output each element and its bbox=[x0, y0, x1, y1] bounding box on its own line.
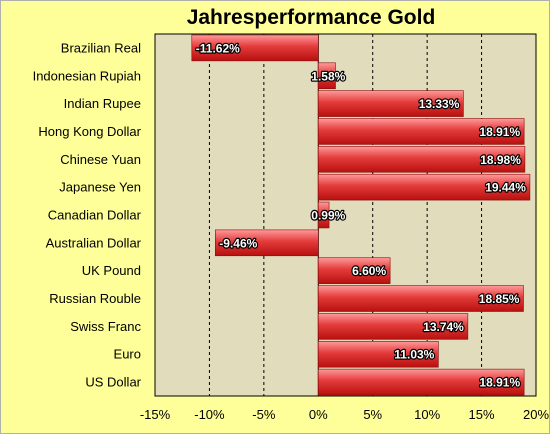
category-label: Indonesian Rupiah bbox=[33, 68, 141, 83]
bar bbox=[317, 118, 525, 145]
data-label-text: 18.85% bbox=[479, 292, 520, 306]
category-label: Euro bbox=[114, 347, 141, 362]
x-tick-label: 20% bbox=[523, 407, 549, 422]
data-label-text: 0.99% bbox=[311, 209, 345, 223]
data-label-text: 13.74% bbox=[423, 320, 464, 334]
x-tick-label: 0% bbox=[309, 407, 328, 422]
x-tick-label: -10% bbox=[194, 407, 225, 422]
data-label-text: 13.33% bbox=[419, 97, 460, 111]
data-label-text: 11.03% bbox=[394, 348, 434, 362]
x-tick-label: 5% bbox=[363, 407, 382, 422]
category-labels: Brazilian Real Indonesian Rupiah Indian Ru… bbox=[33, 40, 142, 389]
bar bbox=[317, 285, 524, 312]
category-label: Brazilian Real bbox=[61, 40, 141, 55]
category-label: UK Pound bbox=[82, 263, 141, 278]
data-label: 11.03%11.03% bbox=[393, 347, 436, 363]
data-label-outline: 13.74% bbox=[423, 320, 464, 334]
data-label: 13.74%13.74% bbox=[422, 319, 465, 335]
category-label: Chinese Yuan bbox=[60, 152, 141, 167]
data-label-text: -9.46% bbox=[219, 236, 257, 250]
category-label: Indian Rupee bbox=[64, 96, 141, 111]
data-label-outline: 18.98% bbox=[480, 153, 521, 167]
x-tick-label: -5% bbox=[252, 407, 276, 422]
category-label: Hong Kong Dollar bbox=[38, 124, 141, 139]
bar bbox=[317, 313, 469, 340]
data-label: 18.91%18.91% bbox=[478, 124, 521, 140]
bar bbox=[317, 368, 525, 396]
x-tick-label: 15% bbox=[469, 407, 495, 422]
bar bbox=[317, 340, 439, 368]
data-label: 0.99%0.99% bbox=[310, 207, 347, 223]
bar bbox=[215, 229, 319, 257]
data-label: 18.98%18.98% bbox=[479, 152, 522, 168]
data-label-outline: 18.85% bbox=[479, 292, 520, 306]
data-label-text: -11.62% bbox=[196, 41, 240, 55]
data-label-outline: 1.58% bbox=[311, 69, 345, 83]
data-label: -9.46%-9.46% bbox=[218, 235, 259, 251]
bar bbox=[191, 34, 319, 62]
data-label: -11.62%-11.62% bbox=[195, 40, 242, 56]
category-label: Russian Rouble bbox=[49, 291, 141, 306]
data-label-text: 18.98% bbox=[480, 153, 521, 167]
bar bbox=[317, 90, 464, 117]
data-label: 6.60%6.60% bbox=[351, 263, 388, 279]
bar bbox=[317, 257, 391, 284]
data-label-outline: 19.44% bbox=[485, 181, 526, 195]
data-label-outline: 18.91% bbox=[479, 125, 520, 139]
category-label: Swiss Franc bbox=[70, 319, 141, 334]
data-label: 18.85%18.85% bbox=[478, 291, 521, 307]
bar bbox=[317, 201, 330, 229]
data-label-outline: 0.99% bbox=[311, 209, 345, 223]
data-label: 1.58%1.58% bbox=[310, 68, 347, 84]
bars bbox=[191, 34, 531, 396]
data-label-outline: 18.91% bbox=[479, 376, 520, 390]
x-axis-tick-labels: -15% -10% -5% 0% 5% 10% 15% 20% bbox=[140, 407, 550, 422]
data-label: 13.33%13.33% bbox=[417, 96, 460, 112]
data-labels: -11.62%-11.62% 1.58%1.58% 13.33%13.33% 18.9… bbox=[195, 40, 528, 391]
bar bbox=[317, 173, 531, 201]
data-label-outline: 6.60% bbox=[352, 264, 386, 278]
data-label-outline: -9.46% bbox=[219, 236, 257, 250]
data-label-outline: -11.62% bbox=[196, 41, 240, 55]
category-label: Japanese Yen bbox=[59, 180, 141, 195]
data-label-text: 19.44% bbox=[485, 181, 526, 195]
data-label-text: 1.58% bbox=[311, 69, 345, 83]
data-label-text: 6.60% bbox=[352, 264, 386, 278]
bar bbox=[317, 62, 336, 90]
data-label-text: 18.91% bbox=[479, 376, 520, 390]
category-label: Australian Dollar bbox=[46, 235, 142, 250]
chart-title: Jahresperformance Gold bbox=[187, 6, 436, 29]
data-label: 19.44%19.44% bbox=[484, 179, 527, 195]
x-tick-label: -15% bbox=[140, 407, 171, 422]
category-label: US Dollar bbox=[85, 375, 141, 390]
category-label: Canadian Dollar bbox=[48, 208, 142, 223]
data-label: 18.91%18.91% bbox=[478, 374, 521, 390]
data-label-text: 18.91% bbox=[479, 125, 520, 139]
x-tick-label: 10% bbox=[414, 407, 440, 422]
data-label-outline: 11.03% bbox=[394, 348, 434, 362]
data-label-outline: 13.33% bbox=[419, 97, 460, 111]
bar bbox=[317, 146, 526, 173]
